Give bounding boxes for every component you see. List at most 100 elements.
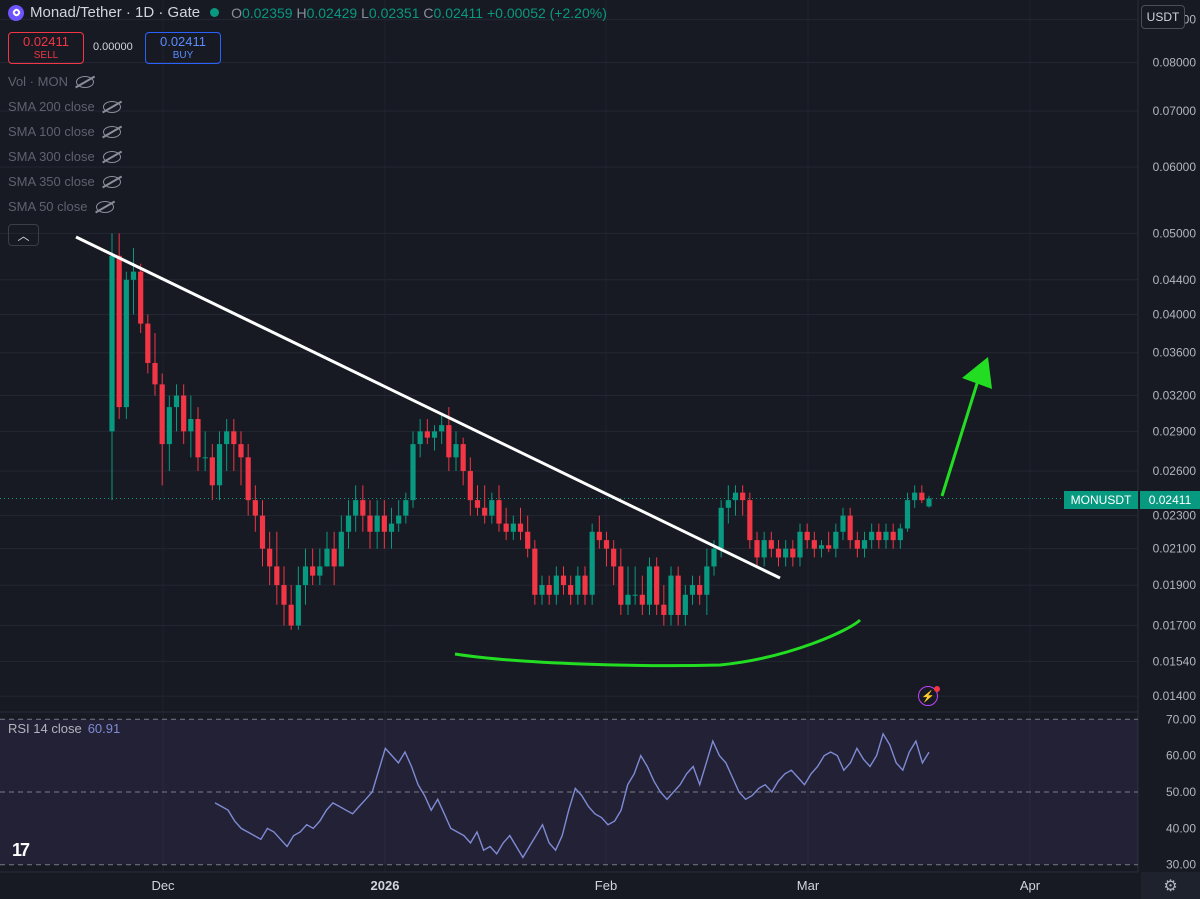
price-tick-label: 0.01540 xyxy=(1153,654,1197,668)
eye-hidden-icon[interactable] xyxy=(75,75,94,88)
candle xyxy=(403,492,409,524)
candle-body xyxy=(811,540,817,549)
candle xyxy=(897,523,903,549)
rsi-line xyxy=(214,732,930,859)
candle xyxy=(417,419,423,458)
candle-body xyxy=(302,566,309,586)
candle xyxy=(654,557,660,615)
indicator-sma-50[interactable]: SMA 50 close xyxy=(8,199,114,214)
candle-body xyxy=(467,471,473,501)
candle-body xyxy=(854,540,860,549)
indicator-sma-300[interactable]: SMA 300 close xyxy=(8,149,121,164)
candle xyxy=(431,425,438,451)
candle-body xyxy=(725,500,731,508)
candle-body xyxy=(130,271,137,280)
candle-body xyxy=(195,419,201,458)
candle xyxy=(259,500,266,567)
lightning-alert-icon[interactable]: ⚡ xyxy=(918,686,938,706)
candle xyxy=(790,540,796,567)
tradingview-logo-icon[interactable]: 17 xyxy=(12,840,30,860)
indicator-sma-200[interactable]: SMA 200 close xyxy=(8,99,121,114)
sell-button[interactable]: 0.02411 SELL xyxy=(8,32,84,64)
candle-body xyxy=(711,548,717,567)
time-axis[interactable]: Dec 2026 Feb Mar Apr xyxy=(0,871,1138,893)
candle-body xyxy=(439,425,445,432)
buy-button[interactable]: 0.02411 BUY xyxy=(145,32,221,64)
candle-body xyxy=(474,500,481,508)
candle-body xyxy=(818,545,825,549)
symbol-header: Monad/Tether · 1D · Gate O0.02359 H0.024… xyxy=(8,4,607,21)
indicator-sma-100[interactable]: SMA 100 close xyxy=(8,124,121,139)
candle xyxy=(754,531,760,567)
rounded-bottom-drawing[interactable] xyxy=(454,618,862,668)
candle-body xyxy=(833,531,839,549)
candle-body xyxy=(661,604,667,615)
candle-body xyxy=(453,444,459,458)
candle-body xyxy=(646,566,653,605)
candle-body xyxy=(668,575,674,615)
candle xyxy=(611,540,617,586)
candle-body xyxy=(596,531,602,541)
candle xyxy=(281,566,287,626)
buy-price: 0.02411 xyxy=(159,34,207,49)
candle-body xyxy=(116,255,122,408)
candle-body xyxy=(589,531,595,595)
candle xyxy=(188,395,194,458)
candle-body xyxy=(331,548,337,567)
indicator-volume[interactable]: Vol · MON xyxy=(8,74,94,89)
collapse-legend-button[interactable]: ︿ xyxy=(8,224,39,246)
eye-hidden-icon[interactable] xyxy=(102,175,121,188)
candle-body xyxy=(360,500,366,516)
price-tick-label: 0.05000 xyxy=(1153,226,1197,240)
candle-body xyxy=(446,425,452,458)
candle xyxy=(861,531,868,558)
rsi-tick-label: 60.00 xyxy=(1166,749,1196,763)
current-price-badge: 0.02411 xyxy=(1140,491,1200,509)
candle-body xyxy=(603,540,610,549)
candle-body xyxy=(826,545,832,549)
candle xyxy=(912,485,918,508)
candle xyxy=(740,485,746,516)
price-tick-label: 0.08000 xyxy=(1153,55,1197,69)
settings-gear-icon[interactable]: ⚙ xyxy=(1141,872,1200,899)
candle xyxy=(840,507,846,541)
candle xyxy=(632,566,638,605)
candle xyxy=(675,566,681,626)
breakout-arrow-drawing[interactable] xyxy=(940,357,992,497)
candle-body xyxy=(374,515,380,532)
candle-body xyxy=(245,457,251,501)
candle xyxy=(353,485,359,532)
candle xyxy=(854,531,860,558)
candle-body xyxy=(861,540,868,549)
candle-body xyxy=(152,362,158,385)
candle-body xyxy=(761,540,767,558)
candle-body xyxy=(704,566,710,595)
rsi-legend[interactable]: RSI 14 close 60.91 xyxy=(8,721,120,736)
candle-body xyxy=(216,444,223,486)
candle xyxy=(747,492,753,549)
symbol-title[interactable]: Monad/Tether · 1D · Gate xyxy=(30,4,201,21)
candle xyxy=(267,531,273,586)
eye-hidden-icon[interactable] xyxy=(102,125,121,138)
candle-body xyxy=(173,395,180,408)
eye-hidden-icon[interactable] xyxy=(102,100,121,113)
candle-body xyxy=(883,531,889,541)
eye-hidden-icon[interactable] xyxy=(95,200,114,213)
currency-button[interactable]: USDT xyxy=(1141,5,1185,29)
candle xyxy=(424,419,430,445)
rsi-tick-label: 50.00 xyxy=(1166,785,1196,799)
trendline-drawing[interactable] xyxy=(75,235,781,580)
price-axis-background xyxy=(1138,0,1200,899)
candle-body xyxy=(138,271,144,324)
price-axis[interactable]: 0.090000.080000.070000.060000.050000.044… xyxy=(1137,0,1200,899)
rsi-value: 60.91 xyxy=(87,721,121,736)
candle-body xyxy=(396,515,402,524)
eye-hidden-icon[interactable] xyxy=(102,150,121,163)
candle-body xyxy=(568,585,574,595)
candle-body xyxy=(697,585,703,595)
candle xyxy=(288,585,294,630)
candle xyxy=(331,531,337,586)
candle xyxy=(467,457,473,516)
indicator-sma-350[interactable]: SMA 350 close xyxy=(8,174,121,189)
